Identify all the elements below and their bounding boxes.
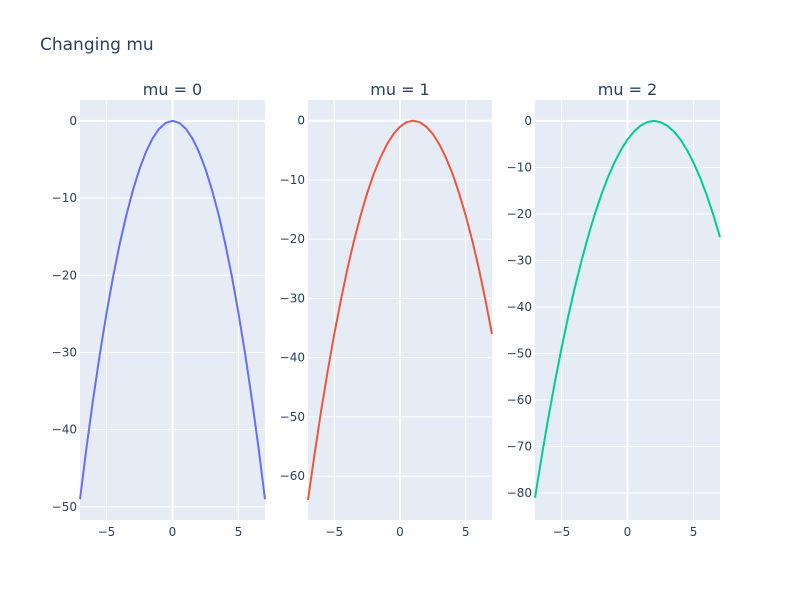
- y-tick-label: −70: [507, 440, 532, 454]
- y-tick-label: −30: [507, 253, 532, 267]
- x-tick-label: −5: [98, 525, 116, 539]
- y-tick-label: −20: [280, 232, 305, 246]
- series-line: [79, 119, 266, 500]
- y-tick-label: −50: [507, 346, 532, 360]
- x-tick-label: 5: [462, 525, 470, 539]
- y-tick-label: −40: [507, 300, 532, 314]
- x-tick-label: 0: [624, 525, 632, 539]
- x-tick-label: 5: [690, 525, 698, 539]
- y-tick-label: −10: [280, 173, 305, 187]
- subplot-title: mu = 1: [370, 80, 429, 99]
- y-tick-label: −50: [280, 410, 305, 424]
- y-tick-label: −20: [52, 268, 77, 282]
- y-tick-label: −40: [280, 351, 305, 365]
- y-tick-label: −80: [507, 486, 532, 500]
- y-tick-label: −30: [280, 291, 305, 305]
- subplot-title: mu = 0: [143, 80, 202, 99]
- y-tick-label: 0: [69, 114, 77, 128]
- y-tick-label: −60: [280, 469, 305, 483]
- x-tick-label: 0: [396, 525, 404, 539]
- x-tick-label: 5: [235, 525, 243, 539]
- series-line: [307, 119, 493, 501]
- y-tick-label: 0: [297, 114, 305, 128]
- y-tick-label: −20: [507, 207, 532, 221]
- y-tick-label: 0: [524, 114, 532, 128]
- y-tick-label: −10: [507, 160, 532, 174]
- x-tick-label: −5: [553, 525, 571, 539]
- x-tick-label: 0: [169, 525, 177, 539]
- series-line: [534, 119, 721, 498]
- x-tick-label: −5: [325, 525, 343, 539]
- chart-title: Changing mu: [40, 35, 154, 55]
- y-tick-label: −10: [52, 191, 77, 205]
- y-tick-label: −30: [52, 345, 77, 359]
- y-tick-label: −50: [52, 500, 77, 514]
- subplot-title: mu = 2: [598, 80, 657, 99]
- y-tick-label: −40: [52, 423, 77, 437]
- y-tick-label: −60: [507, 393, 532, 407]
